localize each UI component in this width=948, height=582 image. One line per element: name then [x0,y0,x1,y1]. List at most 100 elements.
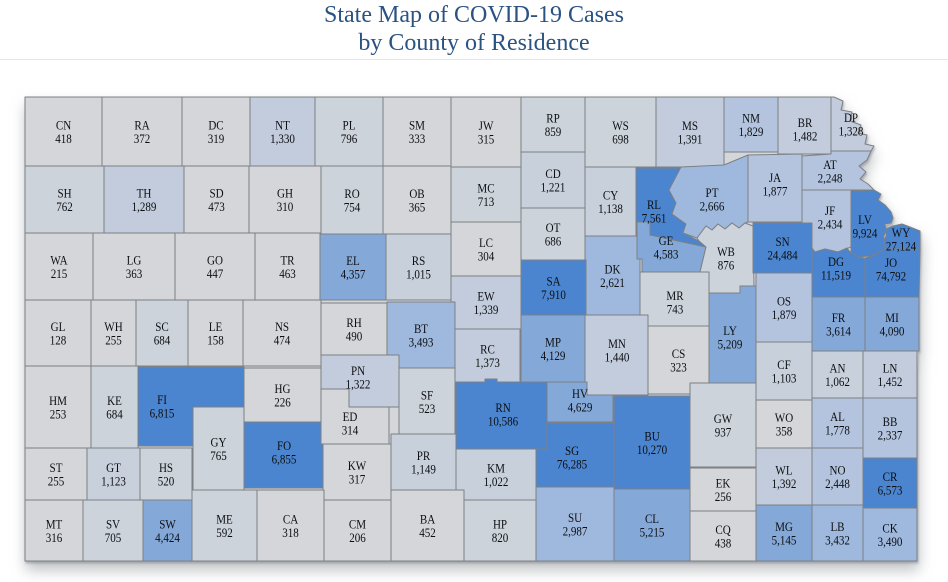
svg-text:LV9,924: LV 9,924 [853,212,878,241]
svg-text:AN1,062: AN 1,062 [825,360,850,389]
svg-text:SA7,910: SA 7,910 [541,273,566,302]
svg-text:OS1,879: OS 1,879 [772,293,797,322]
svg-text:LN1,452: LN 1,452 [878,360,903,389]
svg-text:LY5,209: LY 5,209 [718,323,743,352]
svg-text:BT3,493: BT 3,493 [409,321,434,350]
svg-text:AL1,778: AL 1,778 [825,409,850,438]
svg-text:CL5,215: CL 5,215 [640,511,665,540]
svg-text:GE4,583: GE 4,583 [654,233,679,262]
svg-text:CR6,573: CR 6,573 [878,469,903,498]
svg-text:JA1,877: JA 1,877 [763,170,788,199]
svg-text:DP1,328: DP 1,328 [839,110,864,139]
svg-text:PR1,149: PR 1,149 [411,448,436,477]
svg-text:MI4,090: MI 4,090 [880,310,905,339]
svg-text:JF2,434: JF 2,434 [818,203,843,232]
svg-text:EW1,339: EW 1,339 [474,288,499,317]
svg-text:MN1,440: MN 1,440 [605,336,630,365]
svg-text:FI6,815: FI 6,815 [150,392,175,421]
svg-text:KM1,022: KM 1,022 [484,460,509,489]
svg-text:RL7,561: RL 7,561 [642,197,667,226]
svg-text:MS1,391: MS 1,391 [678,118,703,147]
svg-text:LB3,432: LB 3,432 [825,519,850,548]
svg-text:EL4,357: EL 4,357 [341,253,366,282]
svg-text:BB2,337: BB 2,337 [878,414,903,443]
svg-text:AT2,248: AT 2,248 [818,157,843,186]
svg-text:PN1,322: PN 1,322 [346,363,371,392]
svg-text:TH1,289: TH 1,289 [132,185,157,214]
svg-text:HV4,629: HV 4,629 [568,386,593,415]
svg-text:DK2,621: DK 2,621 [600,261,625,290]
svg-text:PT2,666: PT 2,666 [700,185,725,214]
svg-text:RC1,373: RC 1,373 [475,341,500,370]
svg-text:SW4,424: SW 4,424 [155,516,180,545]
svg-text:CK3,490: CK 3,490 [878,520,903,549]
svg-text:CY1,138: CY 1,138 [598,187,623,216]
svg-text:NO2,448: NO 2,448 [825,462,850,491]
svg-text:CD1,221: CD 1,221 [541,166,566,195]
svg-text:GT1,123: GT 1,123 [101,460,126,489]
svg-text:CF1,103: CF 1,103 [772,357,797,386]
svg-text:FO6,855: FO 6,855 [272,438,297,467]
svg-text:WL1,392: WL 1,392 [772,462,797,491]
svg-text:MG5,145: MG 5,145 [772,519,797,548]
svg-text:MP4,129: MP 4,129 [541,334,566,363]
svg-text:NT1,330: NT 1,330 [270,117,295,146]
svg-text:RS1,015: RS 1,015 [406,253,431,282]
